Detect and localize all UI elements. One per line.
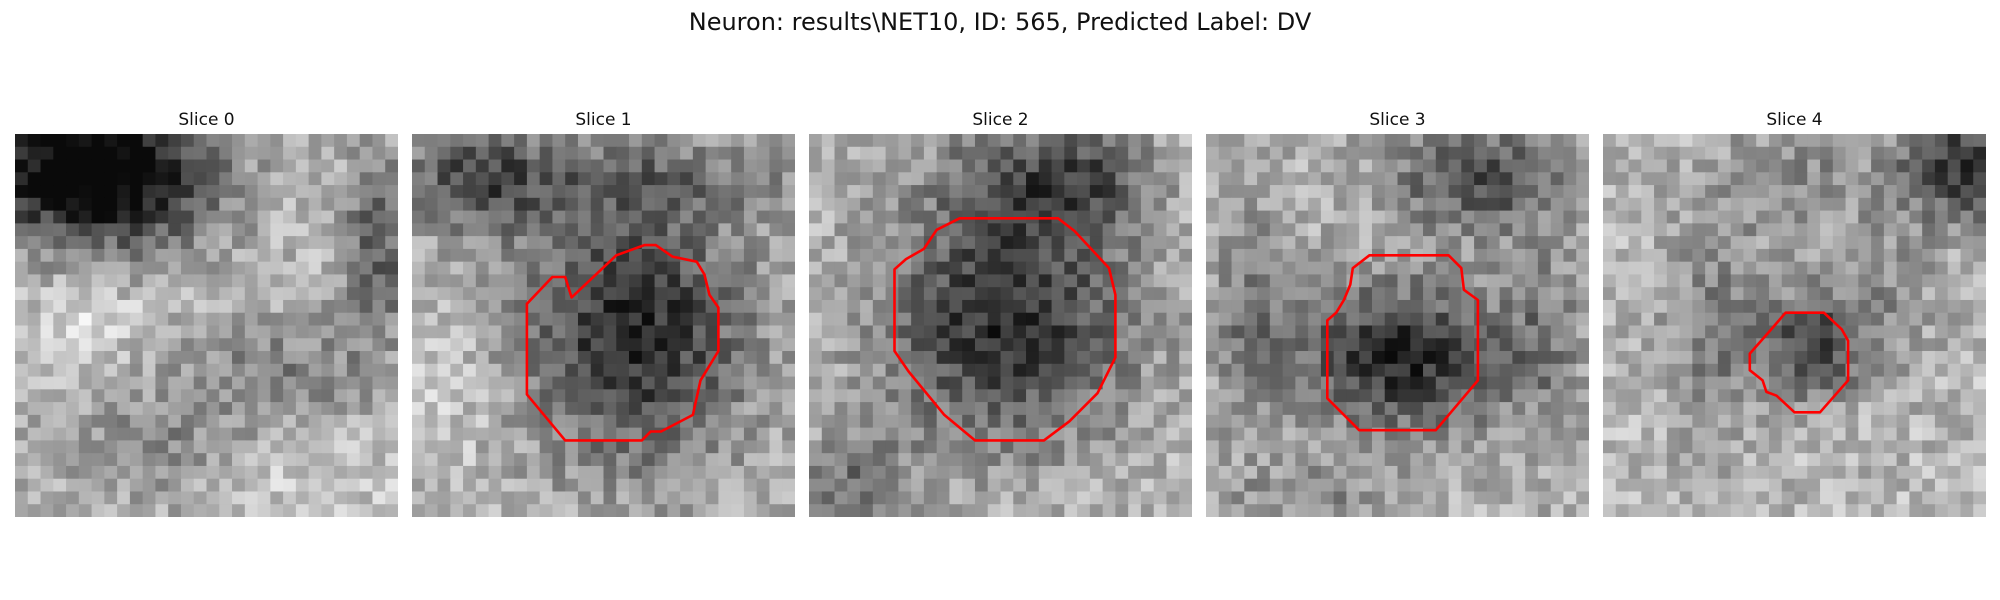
roi-contour	[893, 217, 1117, 442]
slice-panel-1: Slice 1	[412, 108, 795, 517]
roi-contour	[1748, 311, 1850, 414]
slice-panel-0: Slice 0	[15, 108, 398, 517]
figure-title: Neuron: results\NET10, ID: 565, Predicte…	[688, 8, 1312, 36]
slice-image-0-svg	[15, 134, 398, 517]
slice-image-1	[412, 134, 795, 517]
slice-image-1-svg	[412, 134, 795, 517]
slice-title: Slice 3	[1369, 110, 1426, 130]
slice-image-2-svg	[809, 134, 1192, 517]
slice-title: Slice 0	[178, 110, 235, 130]
slice-title: Slice 1	[575, 110, 632, 130]
slice-image-4-svg	[1603, 134, 1986, 517]
slice-panel-2: Slice 2	[809, 108, 1192, 517]
slice-image-0	[15, 134, 398, 517]
slice-panel-3: Slice 3	[1206, 108, 1589, 517]
slice-title: Slice 2	[972, 110, 1029, 130]
slice-panel-4: Slice 4	[1603, 108, 1986, 517]
slice-title: Slice 4	[1766, 110, 1823, 130]
roi-contour	[525, 243, 720, 442]
slice-image-4	[1603, 134, 1986, 517]
roi-contour	[1326, 254, 1480, 432]
slice-image-3	[1206, 134, 1589, 517]
slice-image-3-svg	[1206, 134, 1589, 517]
slice-image-2	[809, 134, 1192, 517]
